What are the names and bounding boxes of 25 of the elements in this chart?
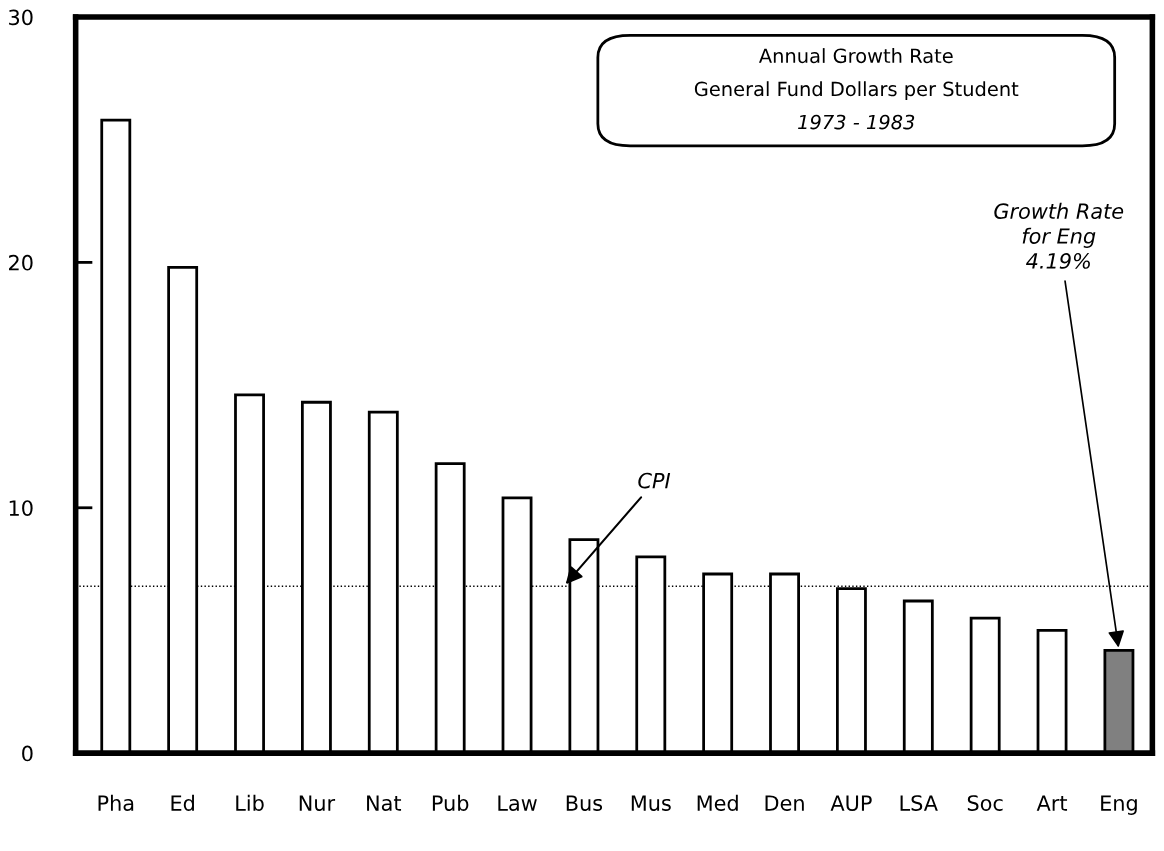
annotation: 1973 - 1983	[798, 114, 915, 130]
x-tick-label: Bus	[566, 795, 603, 811]
x-tick-label: Pub	[432, 794, 469, 811]
text: General Fund Dollars per Student	[694, 81, 1019, 101]
x-tick-label: Med	[697, 794, 738, 811]
x-tick-label: Lib	[236, 794, 264, 811]
y-tick-label: 20	[9, 254, 33, 271]
x-tick-label: Pha	[98, 794, 134, 811]
x-tick-label: AUP	[830, 795, 872, 811]
x-tick-label: Art	[1036, 795, 1068, 811]
ref-line-label: CPI	[638, 472, 671, 489]
y-tick-label: 30	[9, 9, 33, 26]
x-tick-label: Mus	[631, 795, 671, 811]
text: Annual Growth Rate	[758, 48, 953, 64]
x-tick-label: LSA	[900, 795, 938, 811]
x-tick-label: Law	[498, 795, 537, 811]
annotation: Growth Rate for Eng 4.19%	[994, 202, 1124, 269]
x-tick-label: Nat	[367, 795, 402, 811]
x-tick-label: Ed	[171, 794, 194, 811]
y-tick-label: 10	[9, 500, 33, 516]
x-tick-label: Nur	[299, 795, 336, 811]
x-tick-label: Eng	[1101, 795, 1137, 815]
x-tick-label: Den	[765, 795, 804, 811]
y-tick-label: 0	[22, 745, 33, 762]
x-tick-label: Soc	[967, 795, 1003, 811]
